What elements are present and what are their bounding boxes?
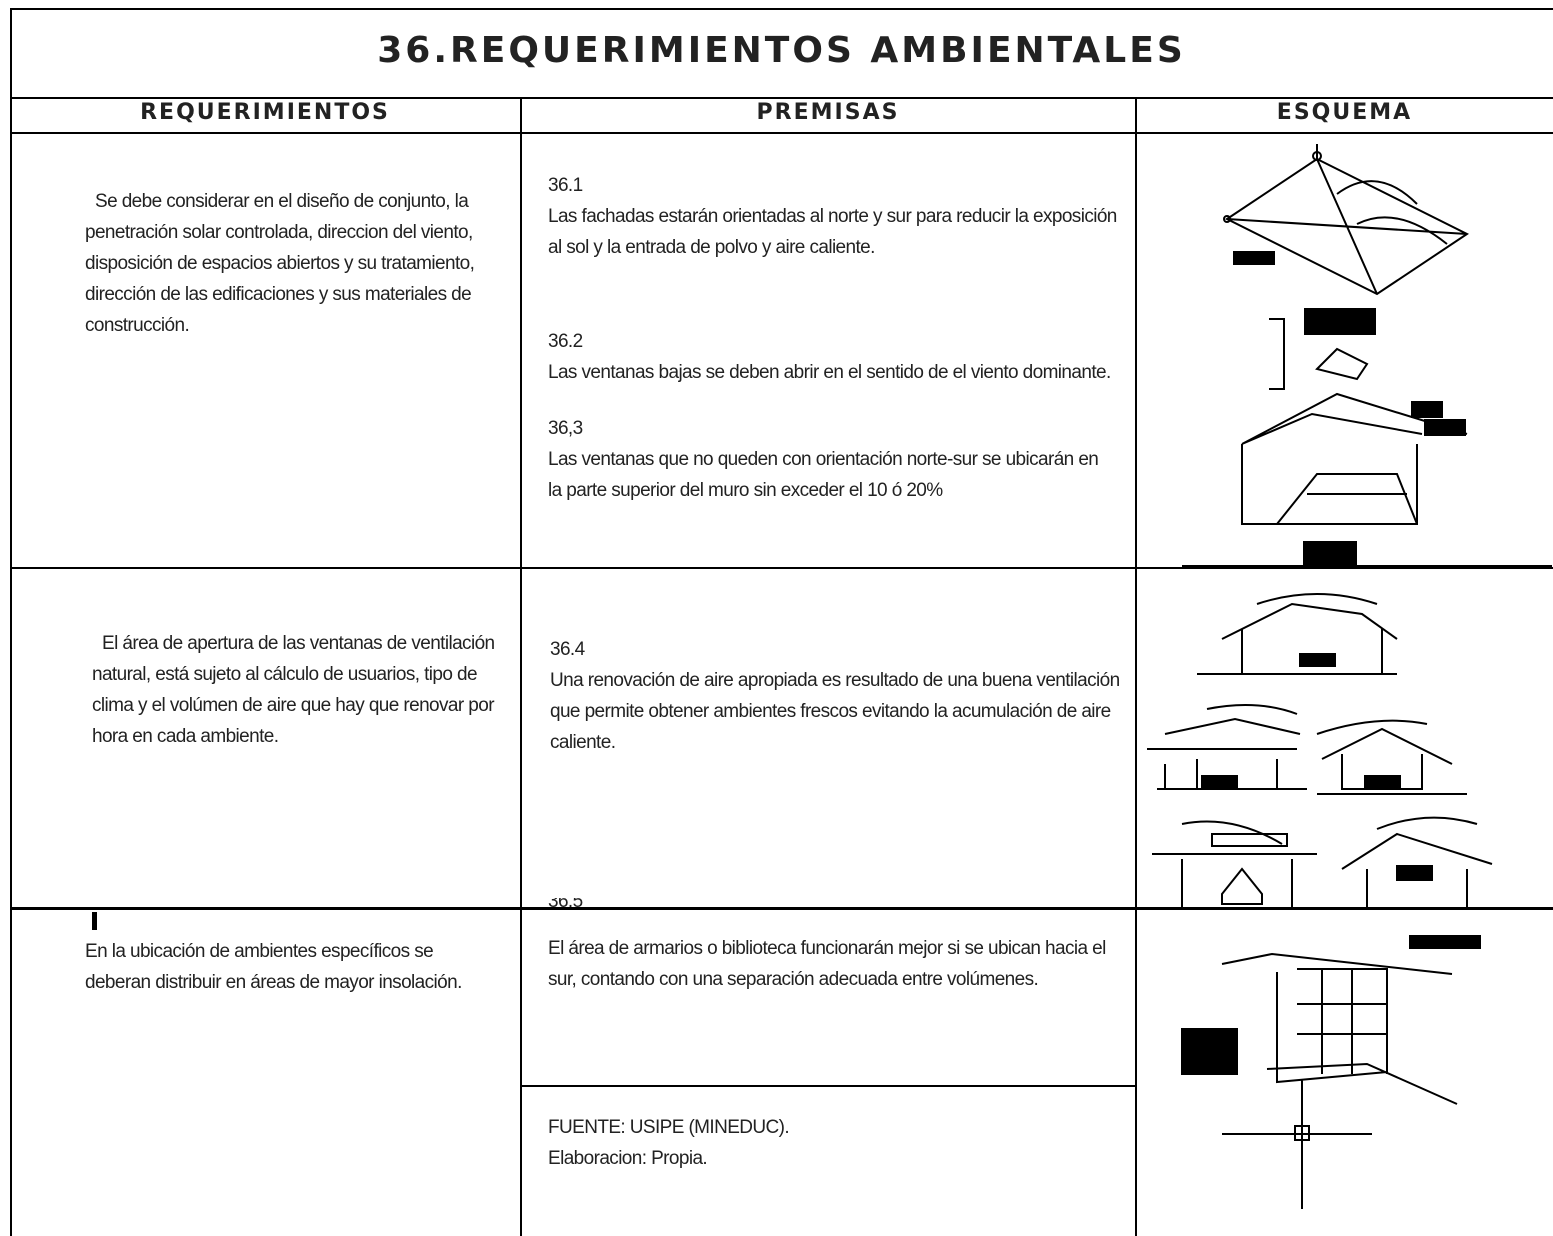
premisa-number: 36.5 bbox=[548, 898, 583, 912]
window-sketch bbox=[1269, 308, 1376, 390]
header: REQUERIMIENTOS bbox=[140, 100, 390, 125]
header: ESQUEMA bbox=[1276, 100, 1413, 125]
shelf-sketch bbox=[1181, 935, 1481, 1209]
border bbox=[1135, 97, 1137, 1236]
requerimiento: Se debe considerar en el diseño de conju… bbox=[85, 191, 475, 336]
mark bbox=[92, 912, 97, 930]
premisa-text: El área de armarios o biblioteca funcion… bbox=[548, 938, 1106, 990]
requerimiento: En la ubicación de ambientes específicos… bbox=[85, 941, 462, 993]
border bbox=[10, 132, 1553, 134]
premisa-number: 36.2 bbox=[548, 331, 583, 352]
premisa-text: Las fachadas estarán orientadas al norte… bbox=[548, 206, 1117, 258]
border bbox=[10, 907, 1553, 910]
premisa-text: Las ventanas bajas se deben abrir en el … bbox=[548, 362, 1111, 383]
premisa-number: 36.1 bbox=[548, 175, 583, 196]
header: PREMISAS bbox=[756, 100, 900, 125]
house-sketch bbox=[1147, 593, 1493, 909]
premisa-text: Una renovación de aire apropiada es resu… bbox=[550, 670, 1120, 753]
border bbox=[10, 567, 1553, 569]
esquema-drawings bbox=[1147, 144, 1552, 1209]
fuente: FUENTE: USIPE (MINEDUC). bbox=[548, 1117, 790, 1138]
premisa-number: 36,3 bbox=[548, 418, 583, 439]
premisa-number: 36.4 bbox=[550, 639, 585, 660]
fuente: Elaboracion: Propia. bbox=[548, 1148, 708, 1169]
border bbox=[10, 97, 1553, 99]
title: 36.REQUERIMIENTOS AMBIENTALES bbox=[377, 30, 1186, 71]
premisa-text: Las ventanas que no queden con orientaci… bbox=[548, 449, 1099, 501]
site-sketch bbox=[1223, 144, 1469, 296]
border bbox=[10, 8, 1553, 10]
border bbox=[10, 8, 12, 1236]
border bbox=[520, 97, 522, 1236]
room-sketch bbox=[1182, 392, 1552, 568]
requerimiento: El área de apertura de las ventanas de v… bbox=[92, 633, 495, 747]
border bbox=[521, 1085, 1135, 1087]
